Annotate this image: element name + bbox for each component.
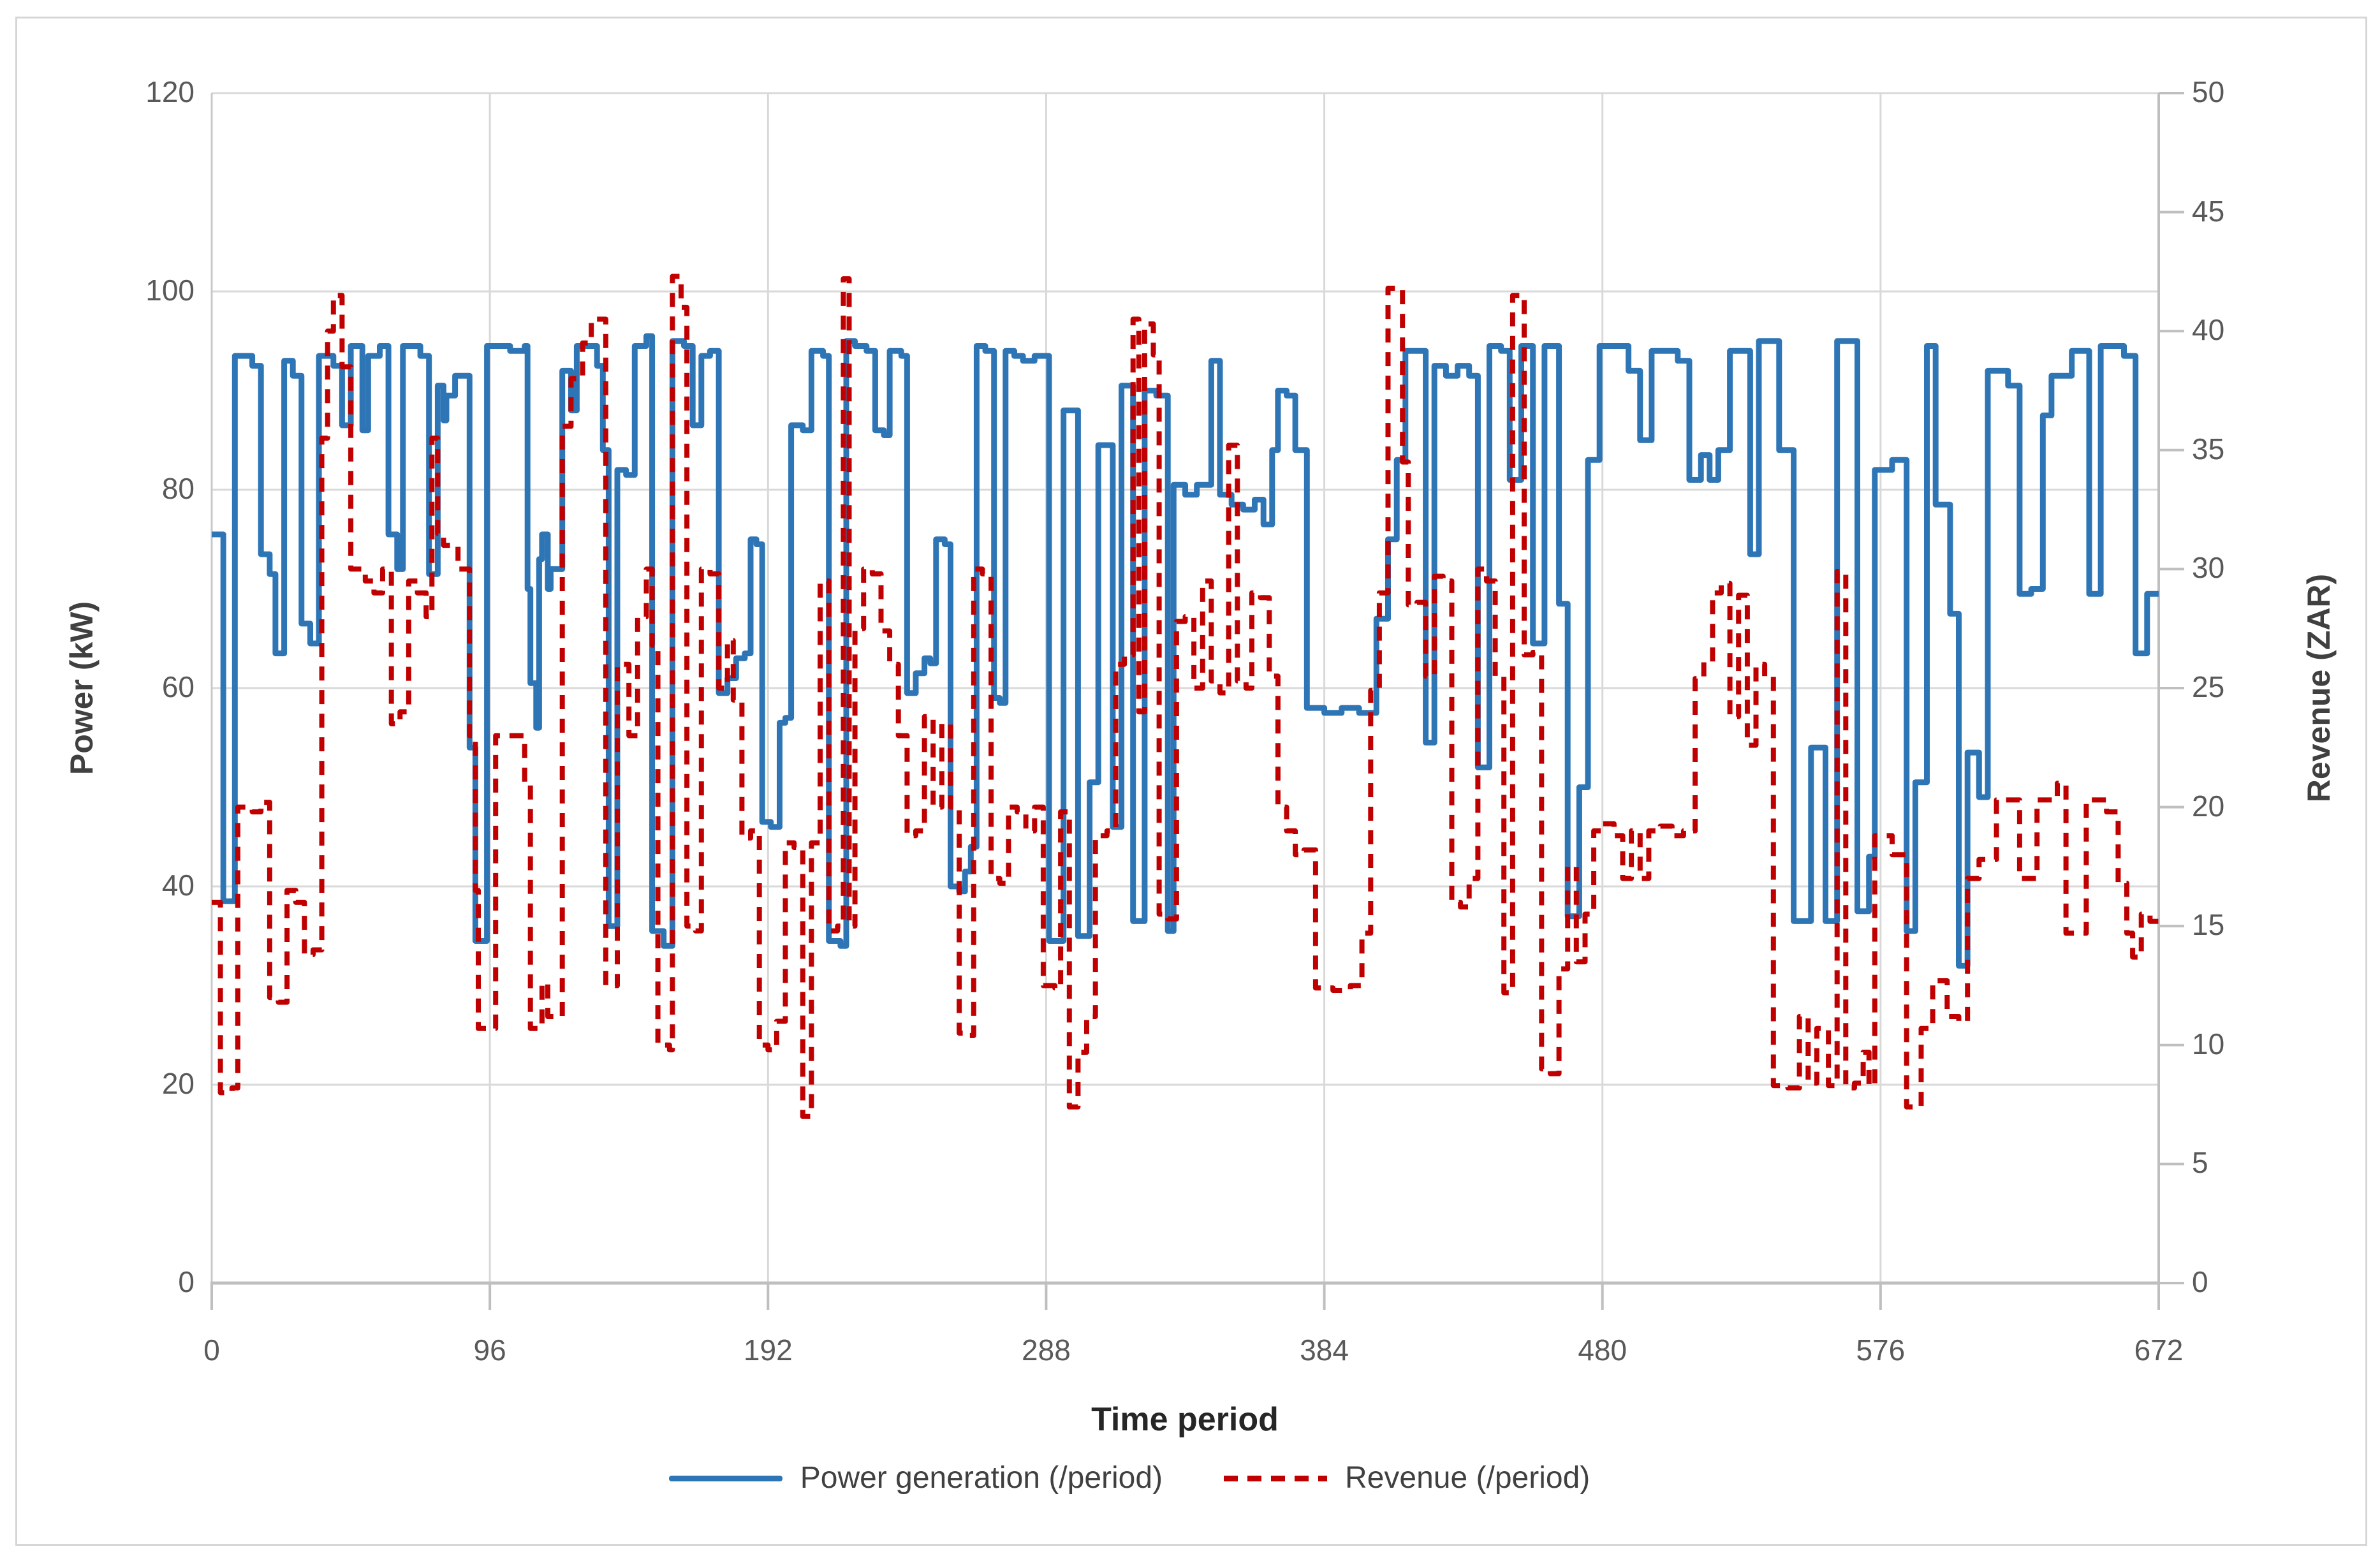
- revenue-line-swatch: [1224, 1475, 1328, 1481]
- figure-border: [15, 17, 2367, 1546]
- y-right-tick-label: 15: [2192, 908, 2225, 942]
- y-left-tick-label: 60: [161, 670, 195, 703]
- series-lines: [212, 274, 2159, 1119]
- y-left-tick-label: 120: [145, 75, 195, 108]
- axis-lines-and-ticks: [210, 92, 2184, 1310]
- y-left-tick-label: 0: [178, 1265, 195, 1298]
- x-tick-label: 288: [1022, 1333, 1071, 1367]
- legend-label-revenue: Revenue (/period): [1345, 1461, 1590, 1495]
- y-right-tick-label: 20: [2192, 789, 2225, 823]
- y-right-tick-label: 40: [2192, 313, 2225, 347]
- y-right-tick-label: 5: [2192, 1146, 2208, 1180]
- y-right-tick-label: 35: [2192, 432, 2225, 466]
- revenue-series-line: [212, 274, 2159, 1119]
- gridlines: [212, 92, 2159, 1283]
- y-right-tick-label: 45: [2192, 194, 2225, 228]
- y-axis-title-left: Power (kW): [64, 601, 99, 775]
- x-tick-label: 480: [1578, 1333, 1627, 1367]
- y-right-tick-label: 25: [2192, 670, 2225, 703]
- x-axis-title: Time period: [1091, 1401, 1279, 1438]
- power-series-line: [212, 333, 2159, 969]
- legend: Power generation (/period) Revenue (/per…: [0, 1463, 2319, 1494]
- x-tick-label: 672: [2134, 1333, 2184, 1367]
- y-right-tick-label: 30: [2192, 551, 2225, 585]
- y-left-tick-label: 80: [161, 472, 195, 505]
- x-tick-label: 384: [1300, 1333, 1349, 1367]
- power-line-swatch: [668, 1475, 782, 1481]
- y-left-tick-label: 40: [161, 869, 195, 902]
- y-right-tick-label: 50: [2192, 75, 2225, 108]
- x-tick-label: 96: [473, 1333, 506, 1367]
- y-right-tick-label: 0: [2192, 1265, 2208, 1298]
- legend-label-power: Power generation (/period): [800, 1461, 1163, 1495]
- legend-item-power: Power generation (/period): [668, 1461, 1163, 1495]
- x-tick-label: 576: [1856, 1333, 1906, 1367]
- x-tick-label: 0: [203, 1333, 220, 1367]
- y-left-tick-label: 20: [161, 1067, 195, 1100]
- legend-item-revenue: Revenue (/period): [1224, 1463, 1590, 1494]
- y-right-tick-label: 10: [2192, 1027, 2225, 1061]
- y-axis-title-right: Revenue (ZAR): [2301, 573, 2337, 803]
- x-tick-label: 192: [743, 1333, 793, 1367]
- y-left-tick-label: 100: [145, 274, 195, 307]
